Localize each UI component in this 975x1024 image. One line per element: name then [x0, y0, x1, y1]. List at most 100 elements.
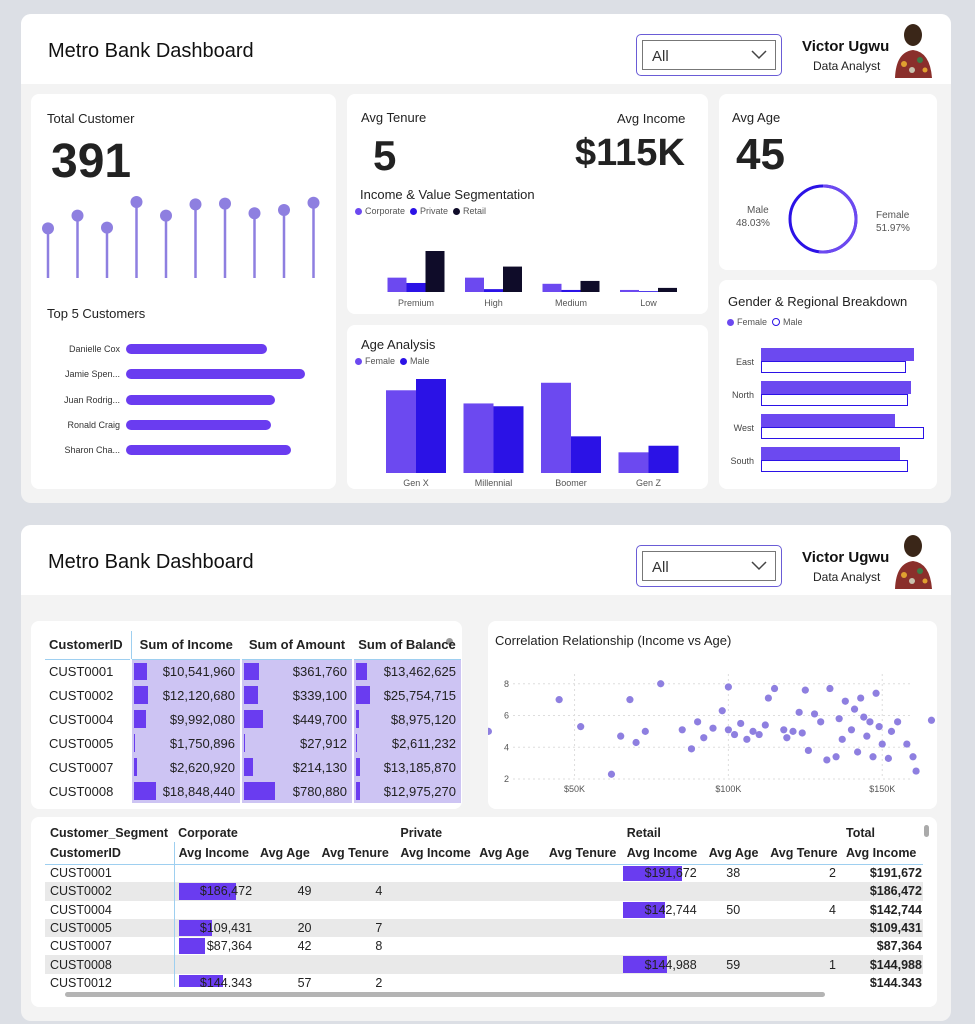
cell-priv-tenure — [545, 955, 623, 973]
segment-bar — [658, 287, 677, 292]
segment-bar — [542, 283, 562, 292]
cell-priv-income — [396, 955, 475, 973]
scatter-point — [749, 727, 757, 735]
col-sum-income[interactable]: Sum of Income — [139, 637, 233, 653]
cell-income: $12,120,680 — [130, 683, 241, 707]
col-sum-amount[interactable]: Sum of Amount — [248, 637, 346, 653]
segment-bar — [561, 289, 581, 292]
cell-priv-income — [396, 937, 475, 955]
top5-title: Top 5 Customers — [47, 306, 146, 321]
female-label: Female — [876, 210, 910, 221]
cell-retail-tenure: 2 — [829, 866, 836, 881]
table-row[interactable]: CUST0005 $109,431 20 7 $109,431 — [45, 918, 923, 938]
col-total[interactable]: Total — [846, 825, 875, 840]
sub-header[interactable]: Avg Income — [178, 845, 249, 860]
top5-customer-label: Danielle Cox — [68, 344, 120, 354]
cell-amount: $449,700 — [240, 707, 353, 731]
customer-matrix-card: CustomerID Sum of Income Sum of Amount S… — [31, 621, 462, 809]
table-row[interactable]: CUST0008 $144,988 59 1 $144,988 — [45, 955, 923, 974]
scatter-point — [641, 727, 649, 735]
cell-value: $18,848,440 — [162, 783, 235, 799]
scatter-point — [694, 718, 702, 726]
cell-total-income: $144,343 — [869, 975, 922, 987]
y-tick-label: 2 — [504, 774, 509, 784]
scroll-indicator[interactable] — [446, 638, 453, 645]
col-sum-balance[interactable]: Sum of Balance — [358, 637, 456, 653]
top5-chart: Danielle Cox Jamie Spen... Juan Rodrig... R… — [31, 342, 336, 472]
cell-customerid: CUST0001 — [45, 864, 175, 883]
scatter-point — [804, 746, 812, 755]
regional-card: Gender & Regional Breakdown Female Male … — [719, 280, 937, 489]
scatter-point — [678, 726, 686, 734]
sub-header[interactable]: Avg Tenure — [770, 845, 838, 860]
data-bar — [244, 758, 253, 776]
scatter-point — [755, 730, 763, 739]
segment-slicer[interactable]: All — [636, 34, 782, 76]
col-corporate[interactable]: Corporate — [178, 825, 238, 840]
age-analysis-title: Age Analysis — [361, 337, 436, 352]
table-row[interactable]: CUST0004 $142,744 50 4 $142,744 — [45, 900, 923, 919]
horizontal-scrollbar[interactable] — [65, 992, 825, 997]
table-row[interactable]: CUST0005 $1,750,896 $27,912 $2,611,232 — [45, 731, 461, 755]
total-customer-value: 391 — [51, 135, 132, 188]
sub-header[interactable]: Avg Tenure — [548, 845, 617, 860]
table-row[interactable]: CUST0008 $18,848,440 $780,880 $12,975,270 — [45, 779, 461, 803]
segment-slicer[interactable]: All — [636, 545, 782, 587]
col-customerid[interactable]: CustomerID — [45, 631, 132, 659]
vertical-scrollbar[interactable] — [924, 825, 929, 837]
data-bar — [134, 758, 138, 776]
data-bar — [622, 901, 666, 918]
table-row[interactable]: CUST0007 $2,620,920 $214,130 $13,185,870 — [45, 755, 461, 779]
user-role: Data Analyst — [813, 59, 881, 73]
scatter-point — [903, 740, 911, 748]
cell-retail-income: $142,744 — [622, 901, 705, 919]
sub-header[interactable]: Avg Income — [626, 845, 698, 860]
sub-header[interactable]: Avg Age — [260, 845, 310, 860]
legend-female: Female — [365, 356, 396, 366]
table-row[interactable]: CUST0004 $9,992,080 $449,700 $8,975,120 — [45, 707, 461, 731]
cell-value: $27,912 — [300, 735, 347, 751]
scatter-point — [866, 718, 874, 726]
scatter-point — [869, 753, 877, 761]
table-row[interactable]: CUST0012 $144,343 57 2 $144,343 — [45, 973, 923, 987]
sub-header[interactable]: Avg Income — [400, 845, 471, 860]
cell-customerid: CUST0001 — [45, 659, 132, 683]
segment-category-label: Medium — [555, 298, 587, 308]
cell-corp-income: $186,472 — [174, 882, 256, 900]
table-row[interactable]: CUST0001 $191,672 38 2 $191,672 — [45, 864, 923, 883]
table-row[interactable]: CUST0002 $186,472 49 4 $186,472 — [45, 882, 923, 901]
sub-header[interactable]: Avg Age — [479, 845, 530, 860]
age-category-label: Gen Z — [636, 478, 662, 488]
sub-header[interactable]: CustomerID — [45, 842, 175, 864]
cell-total-income: $186,472 — [869, 884, 922, 899]
col-private[interactable]: Private — [400, 825, 443, 840]
region-female-bar — [761, 348, 915, 361]
region-female-bar — [761, 447, 900, 460]
sub-header[interactable]: Avg Age — [708, 845, 759, 860]
col-retail[interactable]: Retail — [626, 825, 661, 840]
sub-header[interactable]: Avg Tenure — [321, 845, 389, 860]
col-customer-segment[interactable]: Customer_Segment — [50, 825, 169, 840]
cell-corp-tenure: 8 — [375, 939, 383, 954]
data-bar — [244, 782, 275, 800]
sub-header[interactable]: Avg Income — [846, 845, 917, 860]
cell-corp-income — [174, 955, 256, 973]
gender-donut-chart — [788, 184, 858, 254]
scatter-title: Correlation Relationship (Income vs Age) — [495, 633, 732, 648]
avatar — [895, 535, 932, 589]
cell-customerid: CUST0005 — [45, 731, 132, 755]
cell-corp-age: 57 — [297, 975, 312, 987]
cell-value: $191,672 — [644, 866, 697, 881]
avg-tenure-label: Avg Tenure — [361, 110, 427, 125]
avg-income-value: $115K — [575, 132, 685, 174]
cell-balance: $13,462,625 — [352, 659, 461, 683]
table-row[interactable]: CUST0002 $12,120,680 $339,100 $25,754,715 — [45, 683, 461, 707]
user-role: Data Analyst — [813, 570, 881, 584]
table-row[interactable]: CUST0001 $10,541,960 $361,760 $13,462,625 — [45, 659, 461, 683]
cell-value: $2,620,920 — [169, 759, 235, 775]
cell-corp-tenure — [318, 901, 397, 919]
x-tick-label: $50K — [564, 784, 585, 794]
cell-value: $144,988 — [644, 957, 697, 972]
table-row[interactable]: CUST0007 $87,364 42 8 $87,364 — [45, 937, 923, 956]
scatter-point — [909, 753, 917, 761]
